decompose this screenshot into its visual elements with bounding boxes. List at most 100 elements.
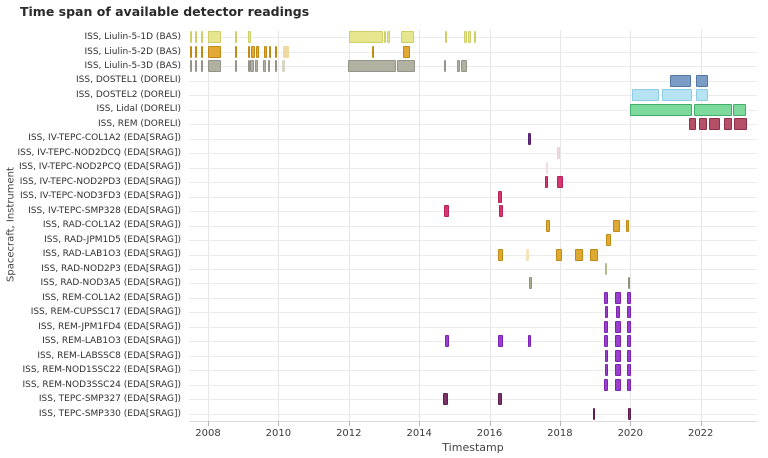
timeline-bar[interactable] [190, 31, 193, 44]
timeline-bar[interactable] [250, 45, 255, 58]
timeline-bar[interactable] [605, 349, 609, 362]
timeline-bar[interactable] [348, 60, 396, 73]
timeline-bar[interactable] [630, 103, 693, 116]
timeline-bar[interactable] [604, 335, 609, 348]
timeline-bar[interactable] [200, 60, 203, 73]
timeline-bar[interactable] [268, 45, 271, 58]
timeline-bar[interactable] [631, 89, 659, 102]
timeline-bar[interactable] [267, 60, 270, 73]
timeline-bar[interactable] [200, 31, 203, 44]
timeline-bar[interactable] [275, 45, 278, 58]
timeline-bar[interactable] [498, 248, 504, 261]
timeline-bar[interactable] [255, 60, 258, 73]
timeline-bar[interactable] [605, 364, 609, 377]
timeline-bar[interactable] [195, 31, 198, 44]
timeline-bar[interactable] [190, 60, 193, 73]
timeline-bar[interactable] [274, 60, 277, 73]
timeline-bar[interactable] [208, 45, 221, 58]
timeline-bar[interactable] [528, 335, 532, 348]
timeline-bar[interactable] [498, 335, 504, 348]
timeline-bar[interactable] [444, 31, 447, 44]
timeline-bar[interactable] [443, 393, 449, 406]
timeline-bar[interactable] [694, 103, 732, 116]
timeline-bar[interactable] [463, 31, 468, 44]
timeline-bar[interactable] [709, 118, 720, 131]
timeline-bar[interactable] [234, 31, 238, 44]
timeline-bar[interactable] [282, 60, 285, 73]
timeline-bar[interactable] [195, 60, 198, 73]
timeline-bar[interactable] [615, 306, 621, 319]
timeline-bar[interactable] [614, 291, 621, 304]
timeline-bar[interactable] [733, 103, 746, 116]
timeline-bar[interactable] [247, 60, 250, 73]
timeline-bar[interactable] [723, 118, 733, 131]
timeline-bar[interactable] [669, 74, 692, 87]
timeline-bar[interactable] [604, 320, 609, 333]
timeline-bar[interactable] [627, 364, 631, 377]
timeline-bar[interactable] [556, 248, 563, 261]
timeline-bar[interactable] [625, 219, 629, 232]
timeline-bar[interactable] [545, 161, 548, 174]
timeline-bar[interactable] [614, 378, 621, 391]
timeline-bar[interactable] [444, 335, 450, 348]
timeline-bar[interactable] [498, 393, 503, 406]
timeline-bar[interactable] [526, 248, 529, 261]
timeline-bar[interactable] [457, 60, 460, 73]
timeline-bar[interactable] [544, 176, 548, 189]
timeline-bar[interactable] [384, 31, 387, 44]
timeline-bar[interactable] [468, 31, 471, 44]
timeline-bar[interactable] [234, 45, 238, 58]
timeline-bar[interactable] [695, 89, 709, 102]
timeline-bar[interactable] [195, 45, 198, 58]
timeline-bar[interactable] [255, 45, 259, 58]
timeline-bar[interactable] [734, 118, 748, 131]
timeline-bar[interactable] [604, 378, 609, 391]
timeline-bar[interactable] [208, 31, 222, 44]
timeline-bar[interactable] [387, 31, 390, 44]
timeline-bar[interactable] [263, 60, 267, 73]
timeline-bar[interactable] [264, 45, 268, 58]
timeline-bar[interactable] [545, 219, 550, 232]
timeline-bar[interactable] [444, 205, 449, 217]
timeline-bar[interactable] [614, 349, 621, 362]
timeline-bar[interactable] [606, 234, 611, 246]
timeline-bar[interactable] [400, 31, 415, 44]
timeline-bar[interactable] [695, 74, 709, 87]
timeline-bar[interactable] [372, 45, 375, 58]
timeline-bar[interactable] [614, 364, 621, 377]
timeline-bar[interactable] [614, 335, 621, 348]
timeline-bar[interactable] [498, 190, 503, 203]
timeline-bar[interactable] [283, 45, 289, 58]
timeline-bar[interactable] [200, 45, 203, 58]
timeline-bar[interactable] [627, 349, 631, 362]
timeline-bar[interactable] [529, 277, 532, 290]
timeline-bar[interactable] [604, 262, 608, 275]
timeline-bar[interactable] [627, 320, 632, 333]
timeline-bar[interactable] [208, 60, 221, 73]
timeline-bar[interactable] [247, 45, 250, 58]
timeline-bar[interactable] [247, 31, 251, 44]
timeline-bar[interactable] [403, 45, 410, 58]
timeline-bar[interactable] [628, 407, 631, 420]
timeline-bar[interactable] [461, 60, 468, 73]
timeline-bar[interactable] [234, 60, 238, 73]
timeline-bar[interactable] [689, 118, 696, 131]
timeline-bar[interactable] [528, 132, 532, 145]
timeline-bar[interactable] [556, 147, 560, 160]
timeline-bar[interactable] [499, 205, 503, 217]
timeline-bar[interactable] [627, 291, 632, 304]
timeline-bar[interactable] [397, 60, 416, 73]
timeline-bar[interactable] [190, 45, 193, 58]
timeline-bar[interactable] [474, 31, 477, 44]
timeline-bar[interactable] [627, 335, 632, 348]
timeline-bar[interactable] [604, 291, 609, 304]
timeline-bar[interactable] [444, 60, 447, 73]
timeline-bar[interactable] [613, 219, 621, 232]
timeline-bar[interactable] [605, 306, 609, 319]
timeline-bar[interactable] [627, 378, 632, 391]
timeline-bar[interactable] [698, 118, 707, 131]
timeline-bar[interactable] [589, 248, 598, 261]
timeline-bar[interactable] [592, 407, 596, 420]
timeline-bar[interactable] [249, 60, 255, 73]
timeline-bar[interactable] [661, 89, 693, 102]
